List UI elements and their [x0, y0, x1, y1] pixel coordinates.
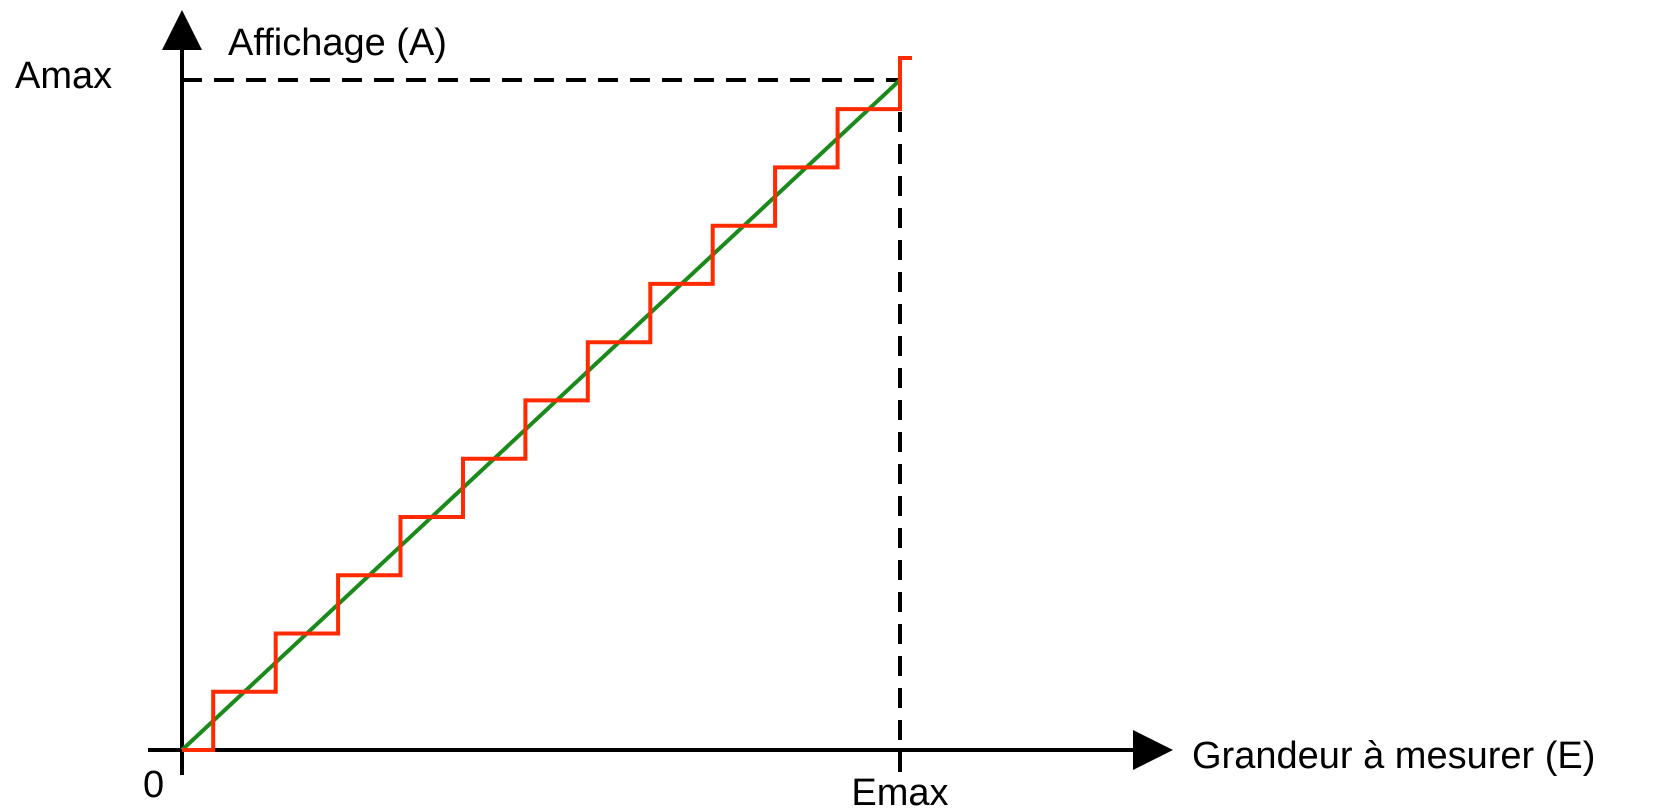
y-axis-label: Affichage (A) [228, 22, 447, 64]
x-axis-label: Grandeur à mesurer (E) [1192, 735, 1595, 777]
amax-label: Amax [15, 55, 112, 97]
origin-label: 0 [143, 764, 164, 806]
ideal-linear-line [180, 78, 902, 752]
emax-label: Emax [851, 772, 948, 808]
quantized-staircase [182, 56, 912, 752]
